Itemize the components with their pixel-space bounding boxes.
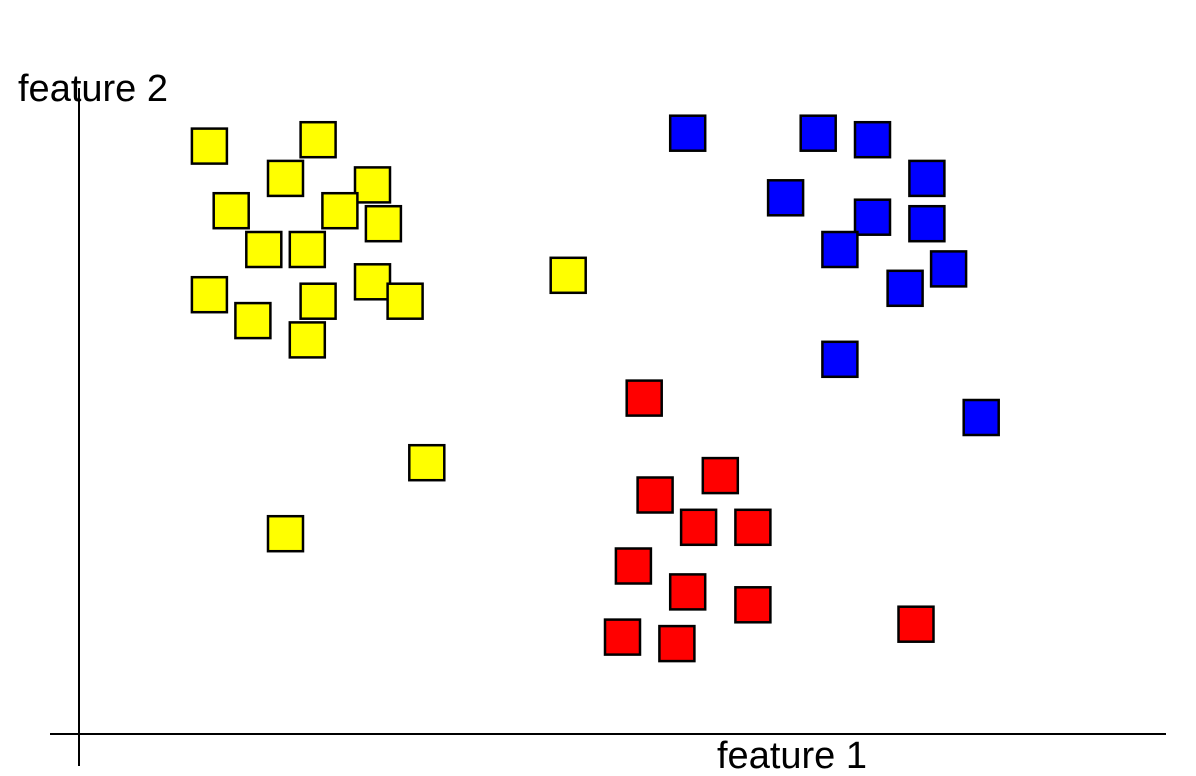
data-point xyxy=(408,443,446,482)
data-point xyxy=(799,114,837,152)
data-point xyxy=(658,624,696,663)
data-point xyxy=(886,269,924,308)
data-point xyxy=(299,282,337,320)
data-point xyxy=(614,547,653,585)
data-point xyxy=(908,204,946,243)
data-point xyxy=(668,114,707,152)
data-point xyxy=(853,198,892,236)
data-point xyxy=(190,275,229,314)
data-point xyxy=(299,120,337,159)
data-point xyxy=(549,256,587,295)
data-point xyxy=(353,263,392,301)
data-point xyxy=(701,456,740,495)
data-point xyxy=(897,605,935,643)
data-point xyxy=(266,514,305,553)
data-point xyxy=(962,398,1000,437)
data-markers xyxy=(190,114,1000,663)
data-point xyxy=(245,230,283,269)
data-point xyxy=(288,230,327,269)
data-point xyxy=(386,282,424,320)
data-point xyxy=(821,230,859,269)
data-point xyxy=(853,120,892,159)
data-point xyxy=(668,573,707,611)
data-point xyxy=(234,301,272,340)
data-point xyxy=(625,379,663,417)
data-point xyxy=(636,476,674,514)
data-point xyxy=(734,586,772,624)
data-point xyxy=(212,191,250,230)
data-point xyxy=(266,159,305,198)
data-point xyxy=(288,321,327,359)
data-point xyxy=(190,127,229,165)
data-point xyxy=(766,179,805,217)
data-point xyxy=(821,340,859,379)
data-point xyxy=(353,166,392,204)
data-point xyxy=(603,618,642,656)
data-point xyxy=(734,508,772,547)
data-point xyxy=(364,204,403,243)
x-axis-label: feature 1 xyxy=(717,735,867,776)
data-point xyxy=(679,508,718,547)
data-point xyxy=(929,250,968,288)
y-axis-label: feature 2 xyxy=(18,68,168,110)
data-point xyxy=(321,191,359,230)
data-point xyxy=(908,159,946,198)
